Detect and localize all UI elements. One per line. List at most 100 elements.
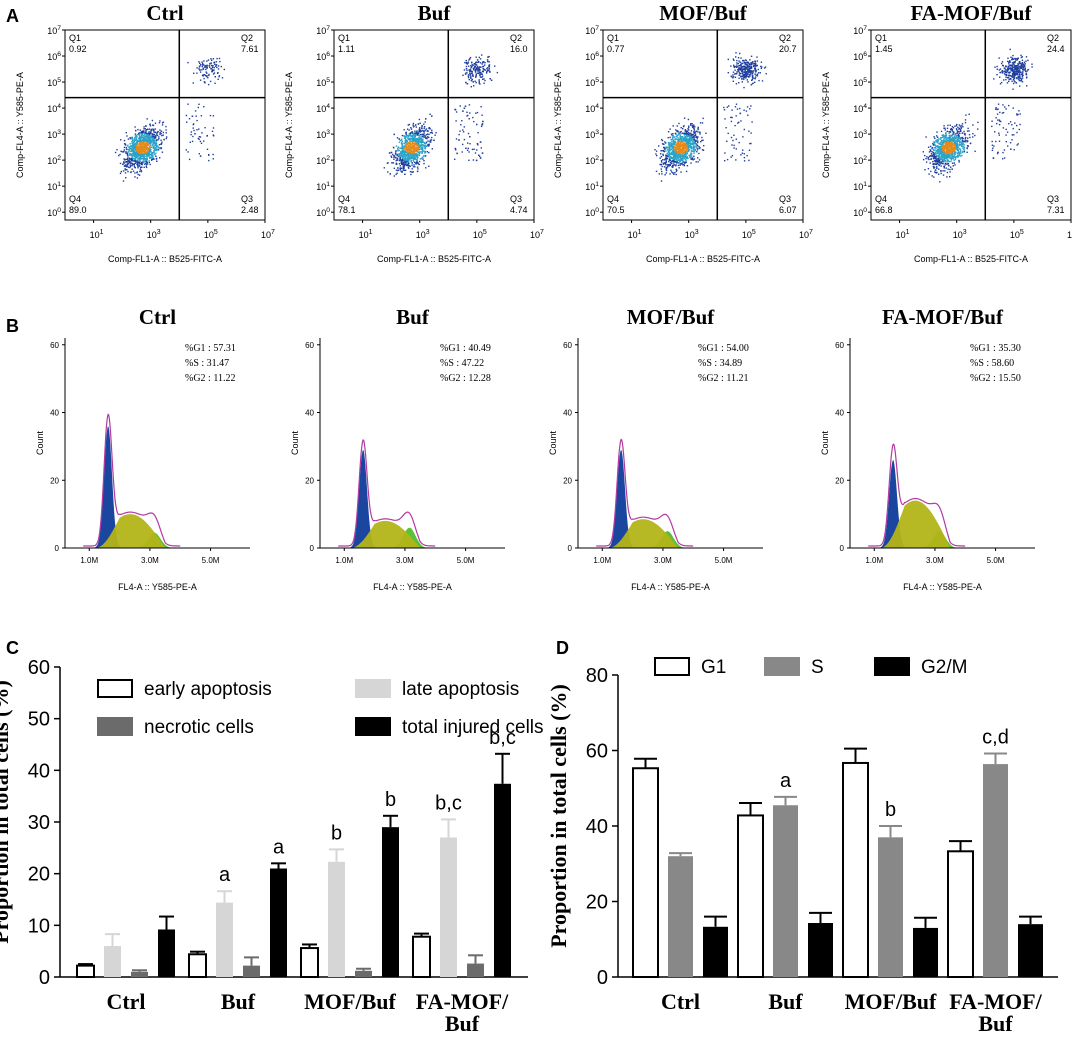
cell-dot	[750, 66, 752, 68]
cell-dot	[127, 151, 129, 153]
cell-dot	[959, 144, 961, 147]
cell-dot	[932, 155, 935, 158]
cell-dot	[398, 149, 400, 152]
cell-dot	[671, 153, 673, 155]
cell-dot	[957, 130, 959, 132]
cell-dot	[958, 151, 960, 154]
cell-dot	[481, 152, 484, 154]
cell-dot	[408, 147, 411, 150]
cell-dot	[744, 68, 746, 70]
cell-dot	[958, 140, 960, 142]
cell-dot	[132, 143, 135, 146]
cell-dot	[688, 146, 690, 148]
cell-dot	[755, 71, 757, 73]
cell-dot	[431, 132, 433, 134]
cell-dot	[148, 147, 150, 149]
cell-dot	[678, 159, 680, 161]
cell-dot	[462, 143, 464, 146]
cell-dot	[135, 151, 137, 153]
cell-dot	[155, 158, 158, 160]
cell-dot	[125, 151, 127, 153]
cell-dot	[410, 160, 412, 163]
cell-dot	[416, 160, 418, 163]
cell-dot	[1021, 56, 1023, 58]
cell-dot	[136, 161, 138, 163]
quadrant-q4-name: Q4	[338, 194, 350, 204]
cell-dot	[155, 155, 157, 157]
cell-dot	[733, 134, 735, 136]
cell-dot	[1005, 141, 1007, 143]
cell-dot	[132, 139, 134, 142]
cell-dot	[672, 140, 675, 143]
cell-dot	[139, 166, 142, 169]
cell-dot	[124, 172, 127, 174]
cell-dot	[751, 77, 754, 79]
cell-dot	[690, 137, 692, 139]
cell-dot	[399, 158, 401, 160]
cell-dot	[688, 141, 691, 144]
cell-dot	[678, 167, 680, 169]
cell-dot	[153, 151, 155, 153]
cell-dot	[692, 144, 694, 146]
y-tick-label: 104	[585, 103, 599, 114]
cell-dot	[125, 148, 128, 151]
cell-dot	[196, 119, 198, 122]
cell-dot	[412, 148, 415, 151]
cell-dot	[406, 128, 409, 130]
cell-dot	[149, 142, 151, 145]
cell-dot	[131, 168, 133, 170]
cell-dot	[403, 155, 406, 158]
cell-dot	[681, 132, 684, 134]
cell-dot	[206, 135, 208, 137]
cell-dot	[671, 156, 673, 159]
cell-dot	[474, 69, 477, 71]
cell-dot	[741, 66, 743, 68]
cell-dot	[417, 162, 419, 164]
cell-dot	[749, 63, 751, 65]
cell-dot	[150, 128, 152, 131]
cell-dot	[758, 79, 760, 82]
cell-dot	[698, 147, 700, 150]
cell-dot	[411, 171, 413, 173]
cell-dot	[481, 75, 484, 77]
cell-dot	[142, 159, 145, 161]
cell-dot	[1008, 71, 1011, 73]
cell-dot	[672, 138, 674, 140]
cell-dot	[677, 154, 679, 157]
cell-dot	[1015, 58, 1017, 60]
cell-dot	[943, 165, 945, 168]
cell-dot	[682, 139, 684, 141]
cell-dot	[143, 158, 146, 160]
cell-dot	[690, 135, 693, 137]
x-axis-label: Comp-FL1-A :: B525-FITC-A	[377, 254, 491, 264]
cell-dot	[414, 154, 417, 157]
cell-dot	[688, 136, 691, 138]
cell-dot	[412, 159, 414, 161]
cell-dot	[145, 134, 147, 136]
cell-dot	[945, 147, 947, 150]
cell-dot	[690, 139, 692, 141]
cell-dot	[131, 162, 133, 164]
cell-dot	[420, 147, 422, 149]
cell-dot	[741, 71, 744, 73]
cell-dot	[665, 146, 668, 149]
cell-dot	[740, 75, 743, 78]
cell-dot	[405, 151, 407, 154]
cell-dot	[403, 149, 405, 151]
cell-dot	[679, 140, 681, 143]
cell-dot	[409, 139, 411, 142]
cell-dot	[1020, 64, 1023, 66]
quadrant-q1-value: 0.77	[607, 44, 625, 54]
cell-dot	[737, 62, 739, 65]
cell-dot	[661, 173, 663, 175]
cell-dot	[679, 141, 682, 143]
cell-dot	[426, 133, 429, 135]
cell-dot	[1009, 74, 1011, 77]
cell-dot	[412, 166, 415, 168]
cell-dot	[137, 128, 139, 131]
cell-dot	[398, 159, 401, 162]
cell-dot	[745, 66, 747, 68]
cell-dot	[199, 136, 202, 138]
cell-dot	[420, 139, 423, 141]
cell-dot	[960, 155, 962, 157]
